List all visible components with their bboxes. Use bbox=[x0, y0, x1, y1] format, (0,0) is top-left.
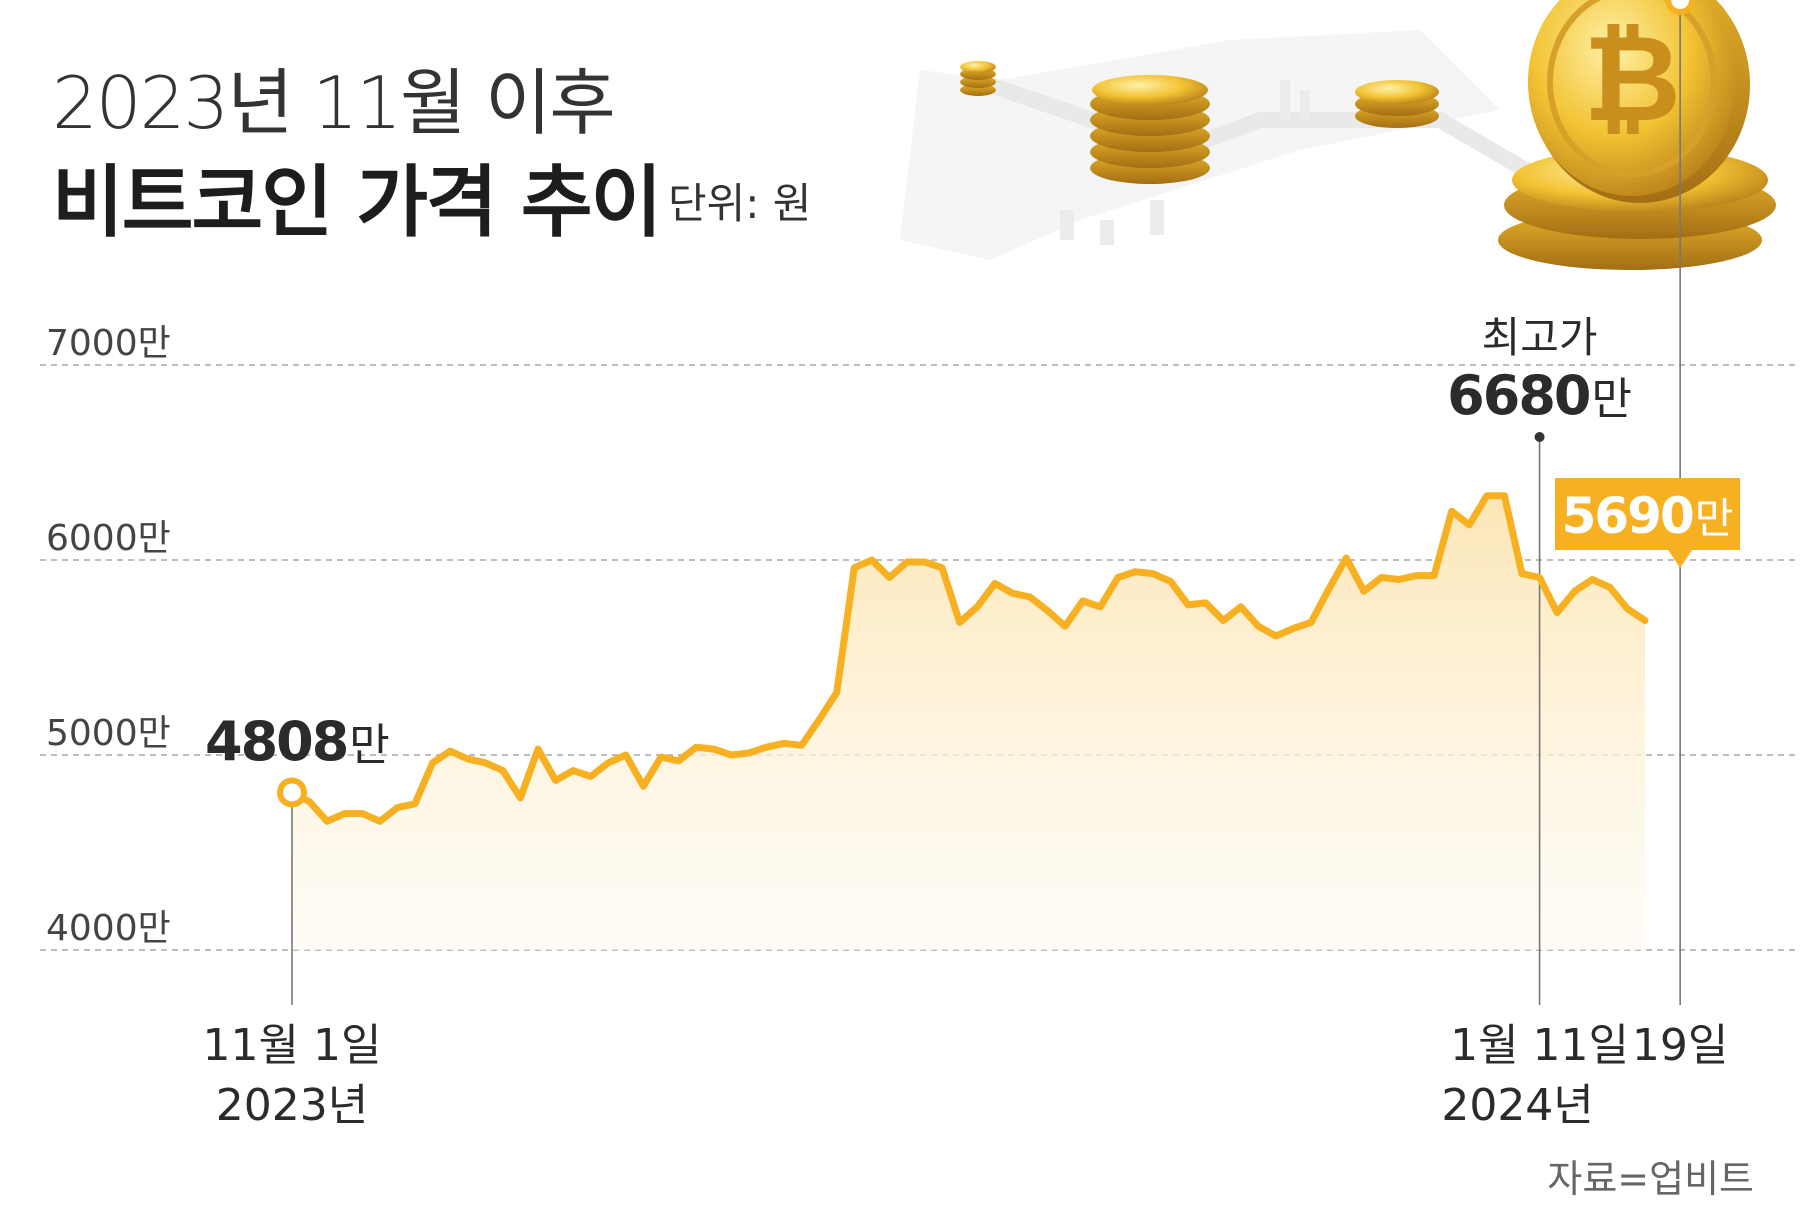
start-value-label: 4808만 bbox=[205, 710, 390, 773]
peak-dot bbox=[1534, 432, 1545, 442]
x-axis: 11월 1일 2023년 1월 11일 2024년 19일 bbox=[203, 1020, 1729, 1131]
y-tick-label: 7000만 bbox=[46, 323, 171, 364]
x-tick-year: 2024년 bbox=[1441, 1080, 1593, 1131]
callout-pointer bbox=[1668, 550, 1693, 568]
chart-title-line1: 2023년 11월 이후 bbox=[52, 61, 616, 145]
y-tick-label: 6000만 bbox=[46, 518, 171, 559]
bitcoin-coins-icon: ₿ bbox=[900, 0, 1776, 270]
peak-value-label: 6680만 bbox=[1447, 364, 1632, 427]
y-tick-label: 5000만 bbox=[46, 713, 171, 754]
price-area bbox=[292, 495, 1645, 950]
price-line bbox=[288, 492, 1649, 825]
y-axis: 7000만 6000만 5000만 4000만 bbox=[46, 323, 171, 949]
unit-label: 단위: 원 bbox=[668, 179, 812, 228]
current-value-label: 5690만 bbox=[1562, 487, 1734, 545]
y-tick-label: 4000만 bbox=[46, 908, 171, 949]
current-point-marker bbox=[1665, 0, 1696, 15]
peak-label: 최고가 bbox=[1482, 313, 1598, 362]
start-point-marker bbox=[277, 777, 307, 808]
source-note: 자료=업비트 bbox=[1547, 1157, 1754, 1201]
svg-text:₿: ₿ bbox=[1583, 10, 1681, 149]
x-tick-label: 11월 1일 bbox=[203, 1020, 382, 1071]
x-tick-label: 1월 11일 bbox=[1450, 1020, 1629, 1071]
x-tick-label: 19일 bbox=[1632, 1020, 1728, 1071]
chart-title: 비트코인 가격 추이 bbox=[52, 158, 662, 248]
current-value-callout bbox=[1555, 478, 1740, 550]
x-tick-year: 2023년 bbox=[216, 1080, 368, 1131]
